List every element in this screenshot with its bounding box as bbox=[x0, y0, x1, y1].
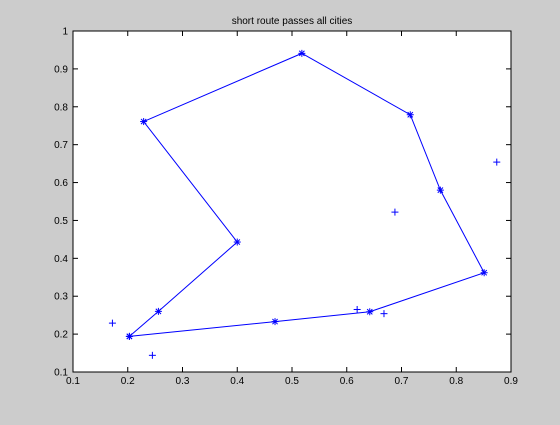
y-tick-label: 0.5 bbox=[54, 216, 68, 227]
y-tick-label: 0.9 bbox=[54, 64, 68, 75]
route-city-marker bbox=[480, 269, 488, 277]
route-city-marker bbox=[436, 186, 444, 194]
y-tick-label: 0.3 bbox=[54, 292, 68, 303]
route-city-marker bbox=[271, 318, 279, 326]
x-tick-label: 0.2 bbox=[121, 376, 135, 387]
route-series bbox=[125, 49, 488, 340]
x-tick-label: 0.1 bbox=[66, 376, 80, 387]
city-marker bbox=[380, 310, 388, 318]
route-city-marker bbox=[233, 238, 241, 246]
y-tick-label: 0.1 bbox=[54, 368, 68, 379]
x-tick-label: 0.8 bbox=[449, 376, 463, 387]
city-marker bbox=[391, 208, 399, 216]
route-city-marker bbox=[125, 332, 133, 340]
y-tick-label: 0.2 bbox=[54, 330, 68, 341]
y-axis-ticks: 0.1 0.2 0.3 0.4 0.5 0.6 0.7 0.8 0.9 1 bbox=[54, 27, 511, 379]
y-tick-label: 1 bbox=[62, 27, 68, 38]
city-marker bbox=[493, 158, 501, 166]
y-tick-label: 0.7 bbox=[54, 140, 68, 151]
y-tick-label: 0.6 bbox=[54, 178, 68, 189]
chart-title: short route passes all cities bbox=[232, 16, 353, 27]
x-tick-label: 0.7 bbox=[395, 376, 409, 387]
x-tick-label: 0.4 bbox=[230, 376, 244, 387]
x-tick-label: 0.6 bbox=[340, 376, 354, 387]
axes-background bbox=[73, 31, 511, 372]
x-tick-label: 0.5 bbox=[285, 376, 299, 387]
city-marker bbox=[108, 319, 116, 327]
route-city-marker bbox=[154, 307, 162, 315]
city-marker bbox=[353, 305, 361, 313]
route-city-marker bbox=[366, 308, 374, 316]
route-city-marker bbox=[298, 49, 306, 57]
route-city-marker bbox=[406, 111, 414, 119]
route-city-marker bbox=[140, 118, 148, 126]
y-tick-label: 0.4 bbox=[54, 254, 68, 265]
city-marker bbox=[148, 351, 156, 359]
x-tick-label: 0.3 bbox=[176, 376, 190, 387]
axes-frame bbox=[72, 30, 512, 373]
x-tick-label: 0.9 bbox=[504, 376, 518, 387]
other-cities-series bbox=[108, 158, 501, 359]
y-tick-label: 0.8 bbox=[54, 102, 68, 113]
